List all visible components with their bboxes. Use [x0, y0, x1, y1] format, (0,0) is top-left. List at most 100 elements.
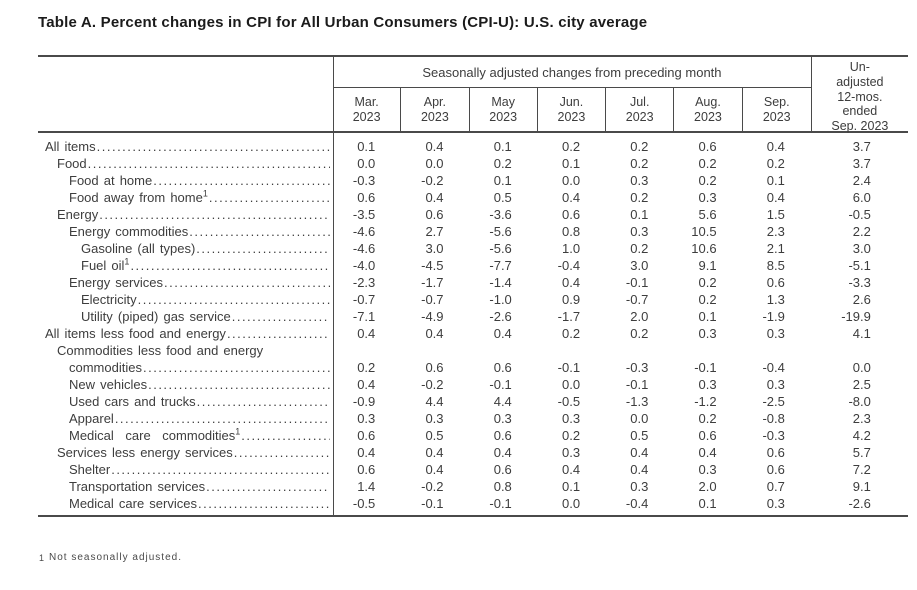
row-label: Food away from home1....................…: [38, 189, 333, 206]
data-cell: -1.4: [489, 275, 512, 290]
table-row: Electricity.............................…: [38, 291, 908, 308]
leader-dots: ........................................…: [189, 224, 330, 239]
leader-dots: ........................................…: [153, 173, 330, 188]
row-label-text: Electricity: [81, 292, 137, 307]
data-cell: -0.1: [557, 360, 581, 375]
data-cell: 8.5: [766, 258, 785, 273]
data-cell: 0.6: [493, 462, 512, 477]
row-label-text: Commodities less food and energy: [57, 343, 264, 358]
row-label-text: Shelter: [69, 462, 111, 477]
data-cell: 0.4: [561, 462, 581, 477]
data-cell: 0.4: [425, 326, 444, 341]
data-cell: 0.6: [425, 207, 444, 222]
data-cell: 0.5: [630, 428, 649, 443]
data-cell: -3.3: [848, 275, 871, 290]
col-header-month: Aug. 2023: [674, 88, 743, 131]
leader-dots: ........................................…: [142, 360, 330, 375]
data-cell: -0.9: [352, 394, 376, 409]
data-cell: -1.2: [694, 394, 717, 409]
data-cell: 2.0: [630, 309, 649, 324]
data-cell: 0.7: [766, 479, 785, 494]
data-cell: 2.3: [852, 411, 871, 426]
row-footnote-marker: 1: [124, 256, 130, 267]
data-cell: 2.4: [852, 173, 871, 188]
data-cell: 0.6: [425, 360, 444, 375]
table-row: Transportation services.................…: [38, 478, 908, 495]
data-cell: -0.3: [352, 173, 376, 188]
data-cell: -0.8: [762, 411, 785, 426]
row-label: Energy services.........................…: [38, 274, 333, 291]
data-cell: 0.0: [357, 156, 376, 171]
data-cell: 0.6: [493, 428, 512, 443]
data-cell: -0.1: [625, 377, 649, 392]
col-header-month: Jun. 2023: [538, 88, 607, 131]
data-cell: 0.4: [357, 445, 376, 460]
row-label-text: Gasoline (all types): [81, 241, 196, 256]
data-cell: -0.3: [762, 428, 785, 443]
data-cell: 0.2: [493, 156, 512, 171]
table-row: Fuel oil1...............................…: [38, 257, 908, 274]
leader-dots: ........................................…: [226, 326, 330, 341]
leader-dots: ........................................…: [163, 275, 330, 290]
data-cell: 0.6: [357, 428, 376, 443]
col-header-month: May 2023: [470, 88, 538, 131]
table-row: Utility (piped) gas service.............…: [38, 308, 908, 325]
row-footnote-marker: 1: [235, 426, 241, 437]
row-label-text: Medical care commodities1: [69, 426, 241, 443]
data-cell: 0.2: [630, 326, 649, 341]
data-cell: -0.7: [421, 292, 444, 307]
leader-dots: ........................................…: [196, 394, 330, 409]
row-label: Commodities less food and energy commodit…: [38, 342, 333, 376]
table-row: Apparel.................................…: [38, 410, 908, 427]
data-cell: -5.6: [489, 224, 512, 239]
data-cell: 0.4: [357, 326, 376, 341]
row-label: Electricity.............................…: [38, 291, 333, 308]
data-cell: 0.0: [561, 496, 581, 511]
data-cell: 2.7: [425, 224, 444, 239]
data-cell: 5.7: [852, 445, 871, 460]
table-title: Table A. Percent changes in CPI for All …: [38, 14, 648, 31]
row-label-text: Energy commodities: [69, 224, 189, 239]
data-cell: 0.8: [493, 479, 512, 494]
row-label-text: Food: [57, 156, 87, 171]
data-cell: 1.3: [766, 292, 785, 307]
data-cell: 3.0: [852, 241, 871, 256]
data-cell: 0.0: [561, 173, 581, 188]
table-row: Food at home............................…: [38, 172, 908, 189]
data-cell: 0.6: [766, 462, 785, 477]
col-header-month: Sep. 2023: [762, 95, 791, 124]
data-cell: 0.4: [630, 462, 649, 477]
row-footnote-marker: 1: [202, 188, 208, 199]
data-cell: 3.7: [852, 139, 871, 154]
data-cell: 4.1: [852, 326, 871, 341]
data-cell: 0.4: [561, 275, 581, 290]
data-cell: -0.2: [421, 479, 444, 494]
row-label: Medical care commodities1...............…: [38, 427, 333, 444]
data-cell: 0.4: [493, 445, 512, 460]
data-cell: 0.4: [630, 445, 649, 460]
table-row: Food away from home1....................…: [38, 189, 908, 206]
leader-dots: ........................................…: [241, 428, 330, 443]
data-cell: 0.2: [698, 275, 717, 290]
data-cell: -8.0: [848, 394, 871, 409]
leader-dots: ........................................…: [111, 462, 330, 477]
row-label: Energy..................................…: [38, 206, 333, 223]
leader-dots: ........................................…: [130, 258, 330, 273]
data-cell: 4.2: [852, 428, 871, 443]
data-cell: 0.2: [766, 156, 785, 171]
row-label-text: Utility (piped) gas service: [81, 309, 231, 324]
data-cell: 2.3: [766, 224, 785, 239]
leader-dots: ........................................…: [196, 241, 330, 256]
data-cell: 3.7: [852, 156, 871, 171]
data-cell: 1.4: [357, 479, 376, 494]
table-row: Gasoline (all types)....................…: [38, 240, 908, 257]
data-cell: -2.3: [352, 275, 376, 290]
data-cell: 0.6: [698, 139, 717, 154]
data-cell: -0.1: [489, 496, 512, 511]
data-cell: -0.1: [625, 275, 649, 290]
data-cell: 0.0: [852, 360, 871, 375]
data-cell: 0.2: [698, 411, 717, 426]
data-cell: 0.0: [630, 411, 649, 426]
data-cell: 0.4: [357, 377, 376, 392]
row-label: Transportation services.................…: [38, 478, 333, 495]
